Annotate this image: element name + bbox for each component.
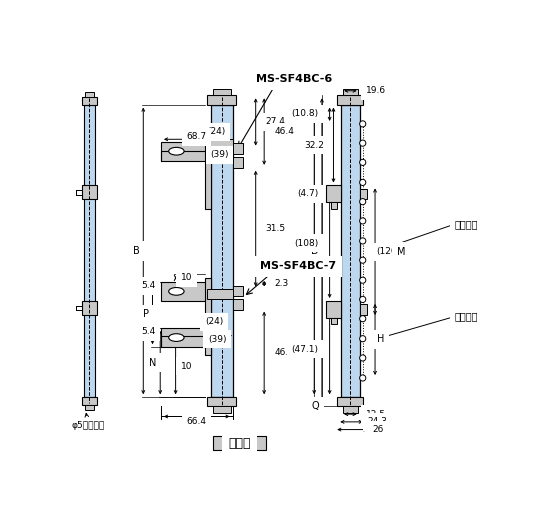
Bar xyxy=(343,89,358,95)
Circle shape xyxy=(360,277,366,283)
Bar xyxy=(81,301,97,315)
Text: (47.1): (47.1) xyxy=(291,345,318,353)
Text: 68.7: 68.7 xyxy=(187,132,207,142)
Bar xyxy=(341,105,360,397)
Text: H: H xyxy=(377,334,384,345)
Bar xyxy=(337,397,364,406)
Bar xyxy=(205,278,211,355)
Bar xyxy=(360,188,367,199)
Bar xyxy=(81,185,97,199)
Text: 12.5: 12.5 xyxy=(366,409,386,419)
Circle shape xyxy=(360,121,366,127)
Circle shape xyxy=(360,180,366,185)
Text: Q: Q xyxy=(311,402,319,412)
Bar xyxy=(207,139,233,148)
Text: φ5灰色電線: φ5灰色電線 xyxy=(72,413,105,430)
Bar xyxy=(161,142,211,161)
Circle shape xyxy=(360,336,366,342)
Text: 光軸間雔: 光軸間雔 xyxy=(455,311,478,321)
Text: (24): (24) xyxy=(207,127,225,136)
Circle shape xyxy=(360,296,366,303)
Bar xyxy=(205,135,211,209)
Bar xyxy=(212,436,267,449)
Circle shape xyxy=(360,355,366,361)
Bar xyxy=(85,405,94,409)
Text: M: M xyxy=(397,247,405,257)
Bar xyxy=(331,318,337,324)
Text: (24): (24) xyxy=(205,317,223,326)
Bar xyxy=(360,304,367,315)
Circle shape xyxy=(360,257,366,263)
Text: N: N xyxy=(149,358,156,367)
Ellipse shape xyxy=(169,288,184,295)
Text: 5.4: 5.4 xyxy=(141,327,156,336)
Bar xyxy=(233,157,243,168)
Text: 投光器: 投光器 xyxy=(228,437,251,450)
Circle shape xyxy=(360,199,366,204)
Ellipse shape xyxy=(169,334,184,342)
Text: B: B xyxy=(133,246,140,256)
Text: 5.4: 5.4 xyxy=(141,281,156,290)
Text: 19.6: 19.6 xyxy=(366,86,386,95)
Bar xyxy=(207,95,236,105)
Text: V: V xyxy=(305,246,311,256)
Circle shape xyxy=(360,238,366,244)
Text: MS-SF4BC-7: MS-SF4BC-7 xyxy=(260,262,336,271)
Text: 10: 10 xyxy=(180,274,192,282)
Text: 26: 26 xyxy=(372,425,383,434)
Text: P: P xyxy=(142,309,149,320)
Bar xyxy=(161,328,211,347)
Bar xyxy=(84,105,95,397)
Text: (39): (39) xyxy=(208,335,227,344)
Bar xyxy=(211,105,233,397)
Text: (108): (108) xyxy=(294,239,318,248)
Text: (10.8): (10.8) xyxy=(291,110,318,118)
Text: (39): (39) xyxy=(210,150,229,159)
Bar xyxy=(233,285,243,296)
Text: 10: 10 xyxy=(180,362,192,371)
Text: 32.2: 32.2 xyxy=(304,141,324,149)
Circle shape xyxy=(360,140,366,146)
Text: 31.5: 31.5 xyxy=(266,224,286,233)
Bar xyxy=(212,89,231,95)
Bar xyxy=(81,97,97,105)
Text: 検測幅度: 検測幅度 xyxy=(455,219,478,229)
Circle shape xyxy=(360,375,366,381)
Bar xyxy=(337,95,364,105)
Text: 66.4: 66.4 xyxy=(187,417,207,427)
Ellipse shape xyxy=(169,147,184,155)
Bar xyxy=(212,406,231,413)
Bar xyxy=(233,143,243,154)
Bar xyxy=(331,202,337,209)
Text: 46.4: 46.4 xyxy=(274,348,294,358)
Bar xyxy=(326,301,341,318)
Text: (120): (120) xyxy=(377,247,401,256)
Text: (4.7): (4.7) xyxy=(297,189,318,198)
Bar xyxy=(233,299,243,310)
Text: MS-SF4BC-6: MS-SF4BC-6 xyxy=(256,74,332,84)
Text: 27.4: 27.4 xyxy=(266,117,285,127)
Bar xyxy=(326,185,341,202)
Bar xyxy=(85,92,94,97)
Text: 46.4: 46.4 xyxy=(274,127,294,136)
Bar xyxy=(161,282,211,301)
Circle shape xyxy=(360,159,366,166)
Bar xyxy=(81,397,97,405)
Text: 2.3: 2.3 xyxy=(274,279,288,288)
Circle shape xyxy=(360,316,366,322)
Circle shape xyxy=(360,218,366,224)
Bar xyxy=(207,397,236,406)
Bar xyxy=(207,290,233,298)
Text: 24.3: 24.3 xyxy=(367,417,387,427)
Bar xyxy=(343,406,358,413)
Text: D: D xyxy=(311,246,319,256)
